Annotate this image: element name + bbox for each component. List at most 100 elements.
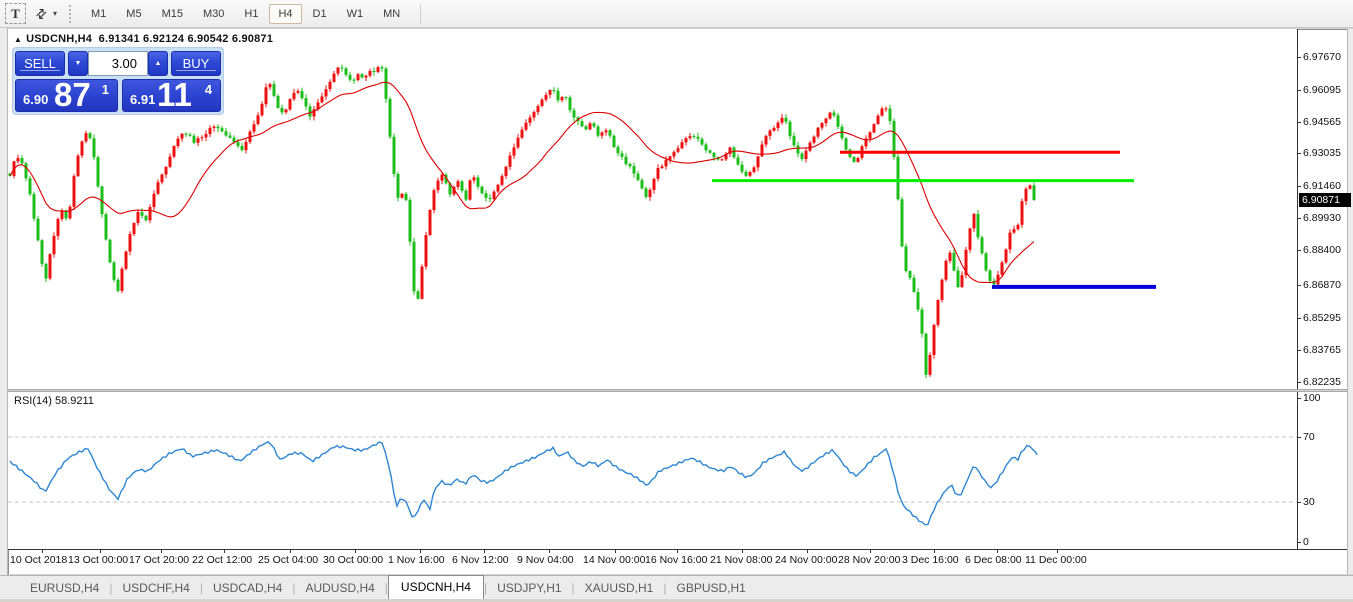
candle-body [920,309,924,334]
candle-body [212,126,216,128]
timeframe-button-m5[interactable]: M5 [126,7,142,20]
candle-body [676,148,680,152]
candle-body [524,122,528,130]
candle-body [760,144,764,157]
timeframe-button-w1[interactable]: W1 [346,7,364,20]
timeframe-button-m30[interactable]: M30 [202,7,225,20]
time-axis-label: 11 Dec 00:00 [1025,554,1087,566]
chart-tab-gbpusd[interactable]: GBPUSD,H1 [676,580,746,595]
spin-up-icon: ▲ [154,60,162,67]
candle-body [36,218,40,241]
candle-body [124,251,128,269]
chart-tab-usdjpy[interactable]: USDJPY,H1 [497,580,562,595]
candle-body [120,268,124,291]
timeframe-button-group: M1 M5 M15 M30 H1 H4 D1 W1 MN [81,3,410,24]
candle-body [196,138,200,143]
pane-splitter[interactable] [8,389,1353,392]
time-axis-tick [549,550,550,553]
candle-body [280,107,284,113]
candle-body [624,156,628,164]
candle-body [952,252,956,271]
candle-body [940,279,944,300]
chart-tab-eurusd[interactable]: EURUSD,H4 [30,580,100,595]
timeframe-button-m1[interactable]: M1 [91,7,107,20]
timeframe-button-d1[interactable]: D1 [312,7,327,20]
candle-body [540,99,544,106]
candle-body [468,180,472,200]
rsi-indicator-canvas[interactable] [8,392,1298,549]
one-click-trading-panel: SELL ▼ 3.00 ▲ BUY 6.90 87 1 6.91 11 4 [12,47,224,115]
price-axis-label: 6.89930 [1303,212,1341,224]
sell-button[interactable]: SELL [15,51,65,76]
tab-separator: | [292,580,296,595]
chart-tab-audusd[interactable]: AUDUSD,H4 [305,580,375,595]
toolbar-grip[interactable] [69,4,73,23]
candle-body [724,153,728,160]
tab-separator: | [109,580,113,595]
candle-body [376,67,380,72]
buy-button[interactable]: BUY [171,51,221,76]
candle-body [592,123,596,127]
candle-body [976,214,980,238]
candle-body [484,193,488,198]
right-window-strip [1347,29,1353,574]
buy-price-button[interactable]: 6.91 11 4 [122,78,221,112]
candle-body [692,136,696,138]
candle-body [820,123,824,128]
chart-tab-usdcnh[interactable]: USDCNH,H4 [387,574,484,599]
candle-body [440,174,444,181]
styler-dropdown-caret-icon[interactable]: ▾ [53,9,58,18]
candle-body [1032,185,1036,201]
tab-separator: | [199,580,203,595]
candle-body [1024,188,1028,202]
candle-body [924,333,928,375]
candle-body [312,109,316,117]
chart-tab-usdcad[interactable]: USDCAD,H4 [212,580,283,595]
text-tool-icon: T [11,5,20,21]
bottom-window-strip [0,599,1353,602]
candle-body [664,159,668,167]
volume-input[interactable]: 3.00 [88,51,148,76]
timeframe-button-mn[interactable]: MN [383,7,401,20]
candle-body [836,115,840,127]
candle-body [136,212,140,223]
candle-body [628,164,632,167]
candle-body [240,146,244,151]
candle-body [956,270,960,288]
candle-body [184,133,188,135]
time-axis-label: 6 Dec 08:00 [965,554,1022,566]
candle-body [372,71,376,72]
candle-body [188,134,192,136]
candle-body [396,174,400,198]
time-axis-border [8,549,1353,550]
volume-increase-button[interactable]: ▲ [148,51,168,76]
candle-body [308,106,312,117]
candle-body [84,133,88,142]
candle-body [204,134,208,138]
candle-body [660,166,664,168]
timeframe-button-h1[interactable]: H1 [244,7,259,20]
candle-body [24,163,28,179]
chart-tab-xauusd[interactable]: XAUUSD,H1 [584,580,654,595]
candle-body [908,271,912,278]
chart-tab-usdchf[interactable]: USDCHF,H4 [122,580,190,595]
timeframe-button-h4[interactable]: H4 [269,3,302,24]
candle-body [508,155,512,167]
candle-body [768,130,772,136]
sell-price-button[interactable]: 6.90 87 1 [15,78,118,112]
candle-body [100,186,104,215]
price-axis-label: 6.86870 [1303,279,1341,291]
tab-separator: | [571,580,575,595]
collapse-triangle-icon[interactable]: ▲ [14,35,23,44]
candle-body [808,142,812,151]
styler-tool-button[interactable]: ⇄ [31,3,52,24]
timeframe-button-m15[interactable]: M15 [161,7,183,20]
candle-body [424,235,428,267]
price-axis-tick [1297,186,1301,187]
candle-body [364,75,368,78]
candle-body [176,138,180,146]
volume-decrease-button[interactable]: ▼ [68,51,88,76]
time-axis-label: 28 Nov 20:00 [838,554,901,566]
text-tool-button[interactable]: T [5,3,26,24]
candle-body [224,131,228,136]
